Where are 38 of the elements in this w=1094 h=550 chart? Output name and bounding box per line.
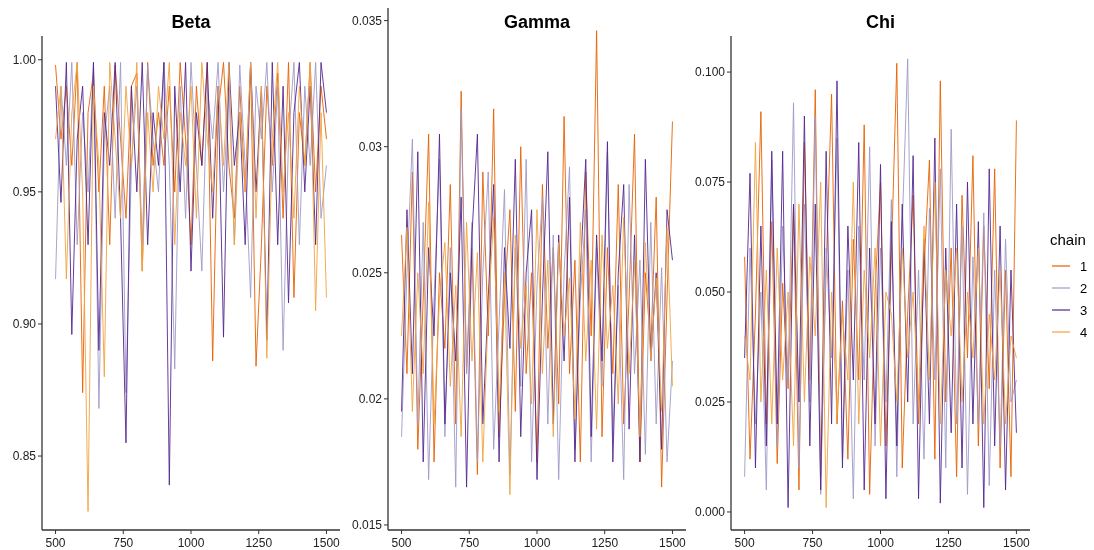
legend-label: 4: [1080, 325, 1088, 340]
x-tick-label: 500: [45, 536, 66, 550]
legend-label: 1: [1080, 259, 1088, 274]
y-tick-label: 0.050: [694, 285, 726, 300]
x-tick-label: 1000: [867, 536, 895, 550]
x-tick-label: 1250: [245, 536, 273, 550]
x-tick-label: 1500: [313, 536, 341, 550]
x-tick-label: 1250: [935, 536, 963, 550]
y-tick-label: 0.03: [358, 139, 383, 154]
x-tick-label: 1250: [591, 536, 619, 550]
legend-title: chain: [1050, 231, 1086, 248]
y-tick-label: 0.95: [12, 184, 37, 199]
legend-label: 2: [1080, 281, 1088, 296]
x-tick-label: 1500: [1003, 536, 1031, 550]
y-tick-label: 0.015: [351, 517, 383, 532]
y-tick-label: 0.02: [358, 391, 383, 406]
x-tick-label: 500: [734, 536, 755, 550]
line-series: [401, 201, 673, 496]
y-tick-label: 0.035: [351, 13, 383, 28]
x-tick-label: 750: [113, 536, 134, 550]
y-tick-label: 0.90: [12, 316, 37, 331]
chart-title: Gamma: [503, 12, 571, 32]
y-tick-label: 0.100: [694, 65, 726, 80]
x-tick-label: 750: [802, 536, 823, 550]
y-tick-label: 1.00: [12, 52, 37, 67]
y-tick-label: 0.85: [12, 449, 37, 464]
y-tick-label: 0.025: [351, 265, 383, 280]
y-tick-label: 0.000: [694, 504, 726, 519]
y-tick-label: 0.075: [694, 175, 726, 190]
x-tick-label: 1500: [659, 536, 687, 550]
x-tick-label: 750: [459, 536, 480, 550]
x-tick-label: 500: [391, 536, 412, 550]
legend-label: 3: [1080, 303, 1088, 318]
x-tick-label: 1000: [177, 536, 205, 550]
chart-title: Chi: [866, 12, 895, 32]
x-tick-label: 1000: [523, 536, 551, 550]
y-tick-label: 0.025: [694, 394, 726, 409]
chart-title: Beta: [171, 12, 212, 32]
